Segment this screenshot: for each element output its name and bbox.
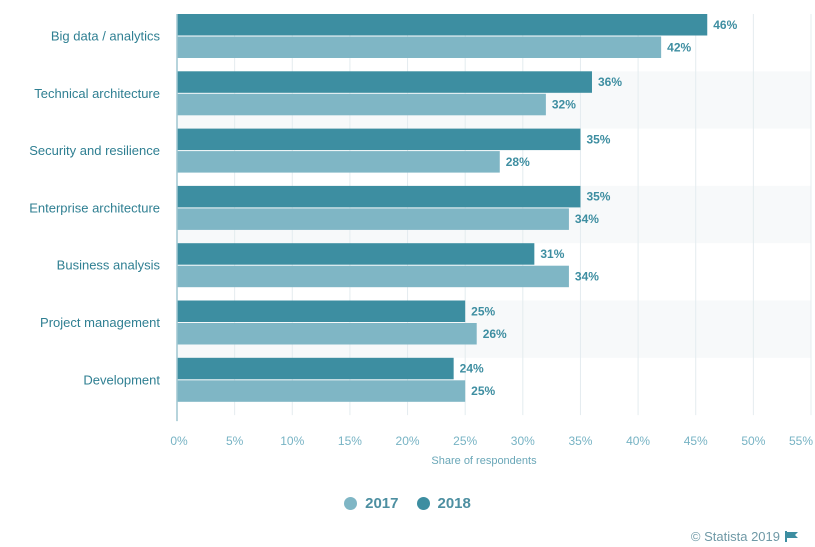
data-label-2017-technical-architecture: 32% [552, 98, 576, 112]
bar-2018-technical-architecture [177, 71, 592, 93]
data-label-2018-development: 24% [460, 362, 484, 376]
category-label-big-data-analytics: Big data / analytics [51, 29, 161, 44]
legend-marker-2017 [344, 497, 358, 510]
data-label-2018-project-management: 25% [471, 304, 495, 318]
bar-2018-business-analysis [177, 243, 535, 265]
bar-2017-technical-architecture [177, 93, 546, 116]
credit-text: © Statista 2019 [690, 529, 780, 544]
bar-2017-enterprise-architecture [177, 208, 569, 230]
data-label-2018-enterprise-architecture: 35% [586, 190, 610, 204]
x-tick-label: 55% [789, 434, 813, 448]
bar-2018-big-data-analytics [177, 14, 708, 36]
x-axis-title: Share of respondents [431, 455, 537, 467]
x-tick-label: 35% [568, 434, 592, 448]
category-label-business-analysis: Business analysis [57, 258, 161, 273]
bar-2017-business-analysis [177, 265, 569, 288]
legend-marker-2018 [416, 497, 430, 510]
data-label-2018-technical-architecture: 36% [598, 75, 622, 89]
bar-2018-project-management [177, 300, 466, 322]
legend-item-2017[interactable]: 2017 [344, 495, 399, 512]
bar-2017-security-and-resilience [177, 151, 500, 173]
data-label-2017-security-and-resilience: 28% [506, 155, 530, 169]
flag-icon[interactable] [785, 531, 799, 542]
bar-2018-enterprise-architecture [177, 185, 581, 208]
x-tick-label: 20% [396, 434, 420, 448]
x-tick-label: 5% [226, 434, 244, 448]
data-label-2017-business-analysis: 34% [575, 269, 599, 283]
bar-2017-project-management [177, 323, 477, 345]
data-label-2018-security-and-resilience: 35% [586, 132, 610, 146]
bar-2017-big-data-analytics [177, 36, 662, 58]
credit: © Statista 2019 [691, 529, 799, 544]
x-tick-label: 50% [741, 434, 765, 448]
x-tick-label: 10% [280, 434, 304, 448]
x-tick-label: 30% [511, 434, 535, 448]
x-tick-label: 40% [626, 434, 650, 448]
category-label-development: Development [83, 372, 160, 387]
category-label-security-and-resilience: Security and resilience [29, 143, 160, 158]
x-tick-label: 25% [453, 434, 477, 448]
x-tick-label: 15% [338, 434, 362, 448]
legend: 2017 2018 [0, 495, 815, 512]
data-label-2017-enterprise-architecture: 34% [575, 212, 599, 226]
bar-2018-development [177, 357, 454, 380]
legend-label-2017: 2017 [365, 495, 399, 512]
legend-label-2018: 2018 [437, 495, 471, 512]
legend-item-2018[interactable]: 2018 [416, 495, 471, 512]
category-label-project-management: Project management [40, 315, 160, 330]
data-label-2018-big-data-analytics: 46% [713, 18, 737, 32]
category-label-technical-architecture: Technical architecture [34, 86, 160, 101]
data-label-2017-development: 25% [471, 384, 495, 398]
x-tick-label: 45% [684, 434, 708, 448]
data-label-2018-business-analysis: 31% [540, 247, 564, 261]
category-label-enterprise-architecture: Enterprise architecture [29, 200, 160, 215]
bar-2018-security-and-resilience [177, 128, 581, 151]
bar-2017-development [177, 380, 466, 402]
data-label-2017-big-data-analytics: 42% [667, 40, 691, 54]
data-label-2017-project-management: 26% [483, 327, 507, 341]
x-tick-label: 0% [170, 434, 188, 448]
